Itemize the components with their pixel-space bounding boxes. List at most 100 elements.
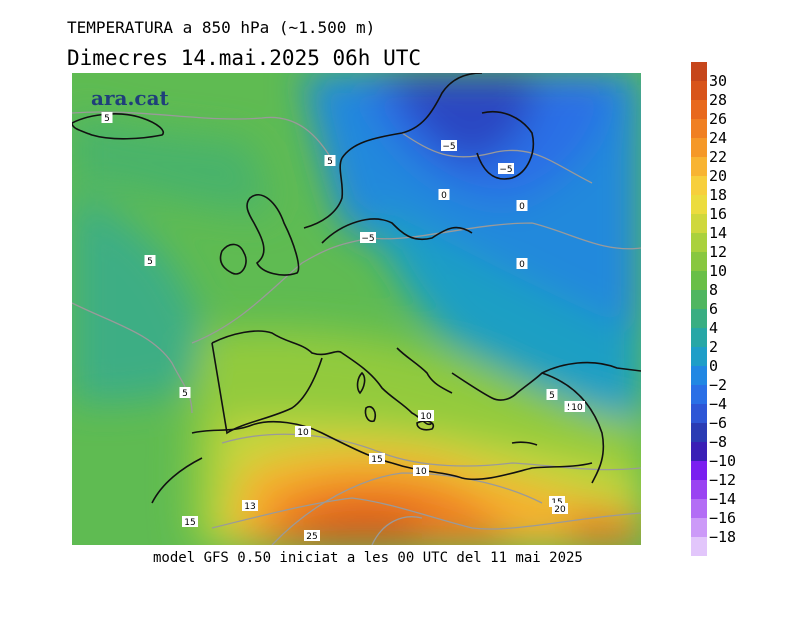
colorbar-label: 2	[709, 338, 719, 356]
contour-label-bg	[516, 258, 528, 269]
contour-label: 13	[244, 502, 255, 512]
colorbar-swatch	[691, 119, 707, 138]
colorbar-label: 8	[709, 281, 719, 299]
colorbar-label: 30	[709, 72, 728, 90]
colorbar-label: 4	[709, 319, 719, 337]
contour-label: −5	[442, 142, 455, 152]
temperature-colorbar	[691, 62, 707, 556]
ara-cat-logo: ara.cat	[91, 86, 169, 110]
contour-label: 5	[104, 114, 110, 124]
contour-label-bg	[552, 503, 568, 514]
contour-label: 5	[147, 257, 153, 267]
colorbar-swatch	[691, 385, 707, 404]
contour-label-bg	[418, 410, 434, 421]
contour-label: 5	[549, 391, 555, 401]
colorbar-swatch	[691, 214, 707, 233]
colorbar-swatch	[691, 81, 707, 100]
contour-label-bg	[516, 200, 528, 211]
contour-label: 5	[327, 157, 333, 167]
colorbar-label: −6	[709, 414, 728, 432]
colorbar-label: 20	[709, 167, 728, 185]
colorbar-label: −2	[709, 376, 728, 394]
contour-label-bg	[549, 496, 565, 507]
contour-label-bg	[242, 500, 258, 511]
colorbar-label: −16	[709, 509, 737, 527]
colorbar-label: 26	[709, 110, 728, 128]
contour-label-bg	[438, 189, 450, 200]
colorbar-swatch	[691, 328, 707, 347]
colorbar-label: 6	[709, 300, 719, 318]
contour-label: 20	[554, 505, 566, 515]
colorbar-label: 18	[709, 186, 728, 204]
colorbar-label: 12	[709, 243, 728, 261]
colorbar-swatch	[691, 537, 707, 556]
colorbar-label: −14	[709, 490, 737, 508]
colorbar-swatch	[691, 271, 707, 290]
colorbar-swatch	[691, 461, 707, 480]
contour-label-bg	[413, 465, 429, 476]
contour-label: 10	[571, 403, 583, 413]
colorbar-label: −10	[709, 452, 737, 470]
valid-time-subtitle: Dimecres 14.mai.2025 06h UTC	[67, 46, 422, 70]
colorbar-swatch	[691, 423, 707, 442]
colorbar-swatch	[691, 157, 707, 176]
contour-label-bg	[304, 530, 320, 541]
contour-label: 15	[184, 518, 195, 528]
colorbar-label: −8	[709, 433, 728, 451]
contour-label-bg	[369, 453, 385, 464]
contour-label-bg	[295, 426, 311, 437]
colorbar-label: −4	[709, 395, 728, 413]
contour-label: 10	[420, 412, 432, 422]
contour-label-bg	[546, 389, 558, 400]
colorbar-swatch	[691, 499, 707, 518]
colorbar-label: 0	[709, 357, 719, 375]
contour-label: 10	[415, 467, 427, 477]
contour-label-bg	[498, 163, 514, 174]
contour-label-bg	[360, 232, 376, 243]
contour-label-bg	[182, 516, 198, 527]
contour-label: −5	[361, 234, 374, 244]
contour-label-bg	[569, 401, 585, 412]
colorbar-swatch	[691, 480, 707, 499]
contour-label: 5	[182, 389, 188, 399]
colorbar-swatch	[691, 309, 707, 328]
contour-label: 25	[306, 532, 317, 542]
colorbar-label: 28	[709, 91, 728, 109]
colorbar-swatch	[691, 518, 707, 537]
contour-label: 0	[441, 191, 447, 201]
contour-label: 0	[519, 202, 525, 212]
colorbar-label: −12	[709, 471, 737, 489]
colorbar-swatch	[691, 252, 707, 271]
contour-label-bg	[179, 387, 191, 398]
colorbar-swatch	[691, 62, 707, 81]
colorbar-label: 16	[709, 205, 728, 223]
colorbar-swatch	[691, 404, 707, 423]
colorbar-swatch	[691, 138, 707, 157]
contour-label-bg	[324, 155, 336, 166]
temperature-shading	[72, 73, 641, 545]
coastlines	[72, 73, 641, 504]
contour-label-bg	[101, 112, 113, 123]
contour-label-bg	[144, 255, 156, 266]
colorbar-swatch	[691, 100, 707, 119]
contour-label-bg	[441, 140, 457, 151]
contour-label: 15	[371, 455, 382, 465]
contour-label: 10	[297, 428, 309, 438]
colorbar-swatch	[691, 442, 707, 461]
colorbar-swatch	[691, 290, 707, 309]
colorbar-swatch	[691, 347, 707, 366]
colorbar-swatch	[691, 233, 707, 252]
map-title: TEMPERATURA a 850 hPa (~1.500 m)	[67, 18, 376, 37]
colorbar-label: 14	[709, 224, 728, 242]
colorbar-swatch	[691, 176, 707, 195]
contour-label: −5	[499, 165, 512, 175]
colorbar-label: 22	[709, 148, 728, 166]
colorbar-swatch	[691, 366, 707, 385]
colorbar-label: −18	[709, 528, 737, 546]
colorbar-label: 24	[709, 129, 728, 147]
model-info-footer: model GFS 0.50 iniciat a les 00 UTC del …	[153, 550, 583, 566]
colorbar-swatch	[691, 195, 707, 214]
